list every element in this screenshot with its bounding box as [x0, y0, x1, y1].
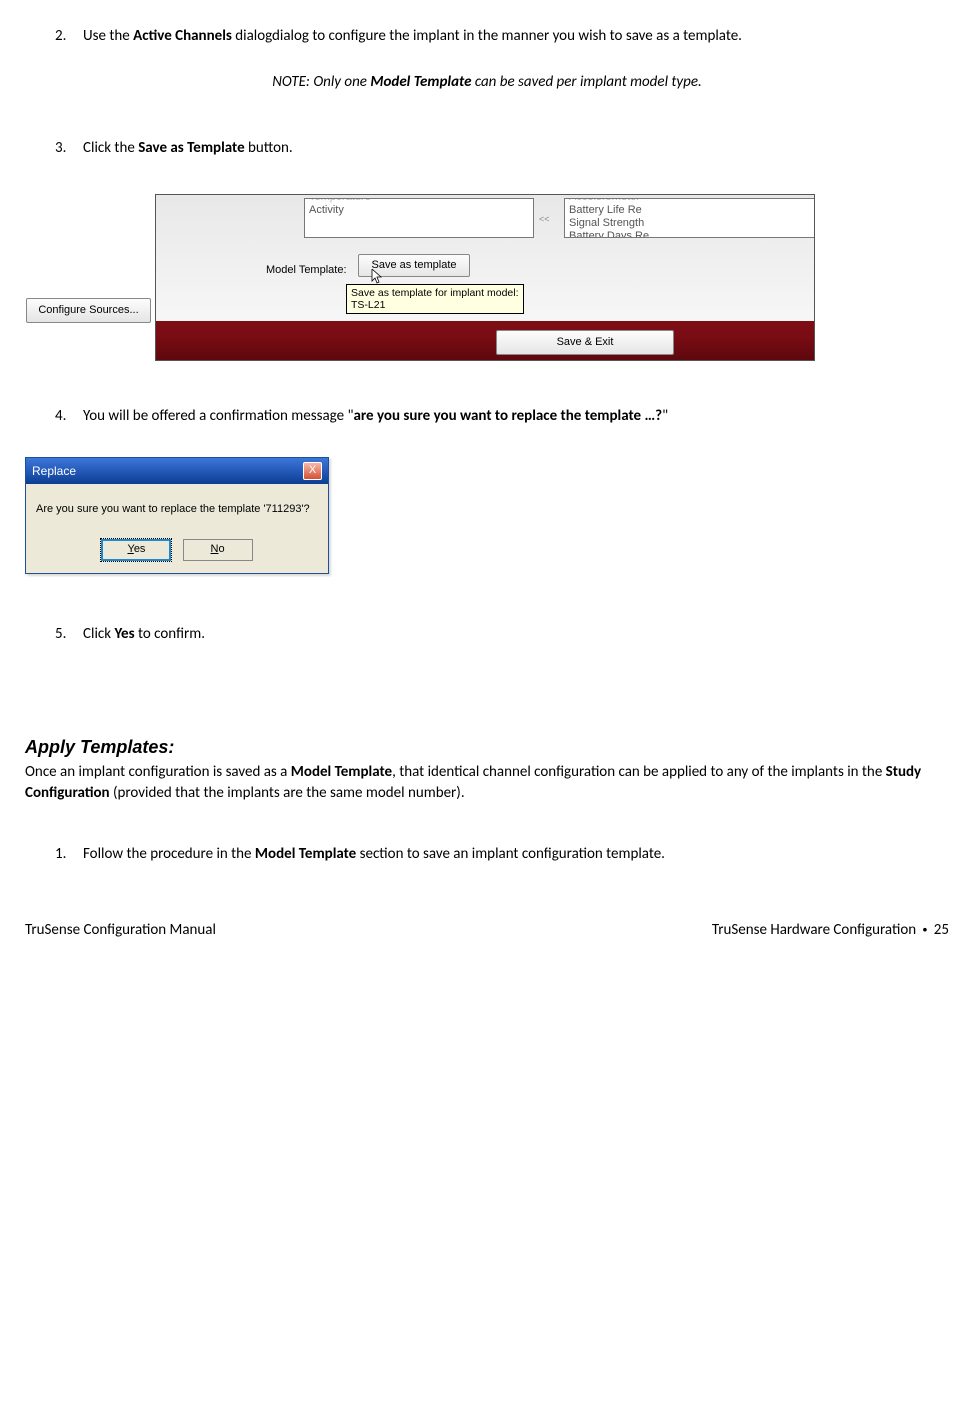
tooltip: Save as template for implant model: TS-L… — [346, 284, 524, 314]
screenshot-active-channels: Temperature Activity << Accelerometer Ba… — [155, 194, 815, 361]
note: NOTE: Only one Model Template can be sav… — [25, 72, 949, 93]
step-number: 1. — [55, 844, 83, 865]
step-5: 5. Click Yes to confirm. — [55, 624, 949, 645]
section-heading: Apply Templates: — [25, 735, 949, 760]
active-list[interactable]: Temperature Activity — [304, 198, 534, 238]
available-list[interactable]: Accelerometer Battery Life Re Signal Str… — [564, 198, 814, 238]
dialog-message: Are you sure you want to replace the tem… — [26, 484, 328, 529]
model-template-label: Model Template: — [266, 263, 347, 278]
configure-sources-button[interactable]: Configure Sources... — [26, 298, 151, 323]
footer-bar: Save & Exit — [156, 321, 814, 360]
step-number: 5. — [55, 624, 83, 645]
move-left-icon[interactable]: << — [539, 213, 550, 226]
no-button[interactable]: No — [183, 539, 253, 560]
close-icon[interactable]: X — [303, 462, 322, 480]
page-footer: TruSense Configuration Manual TruSense H… — [25, 920, 949, 941]
section-paragraph: Once an implant configuration is saved a… — [25, 762, 949, 804]
dialog-titlebar: Replace X — [26, 458, 328, 484]
step-3: 3. Click the Save as Template button. — [55, 138, 949, 159]
step-number: 2. — [55, 26, 83, 47]
step-number: 3. — [55, 138, 83, 159]
step-body: Use the Active Channels dialogdialog to … — [83, 26, 949, 47]
step-2: 2. Use the Active Channels dialogdialog … — [55, 26, 949, 47]
footer-right: TruSense Hardware Configuration ● 25 — [712, 920, 949, 941]
footer-left: TruSense Configuration Manual — [25, 920, 216, 941]
step-body: Follow the procedure in the Model Templa… — [83, 844, 949, 865]
dialog-title: Replace — [32, 463, 76, 480]
step-body: Click the Save as Template button. — [83, 138, 949, 159]
step-body: You will be offered a confirmation messa… — [83, 406, 949, 427]
step-body: Click Yes to confirm. — [83, 624, 949, 645]
save-exit-button[interactable]: Save & Exit — [496, 330, 674, 355]
step-number: 4. — [55, 406, 83, 427]
step-4: 4. You will be offered a confirmation me… — [55, 406, 949, 427]
replace-dialog: Replace X Are you sure you want to repla… — [25, 457, 329, 574]
yes-button[interactable]: Yes — [101, 539, 171, 560]
dialog-buttons: Yes No — [26, 529, 328, 572]
apply-step-1: 1. Follow the procedure in the Model Tem… — [55, 844, 949, 865]
